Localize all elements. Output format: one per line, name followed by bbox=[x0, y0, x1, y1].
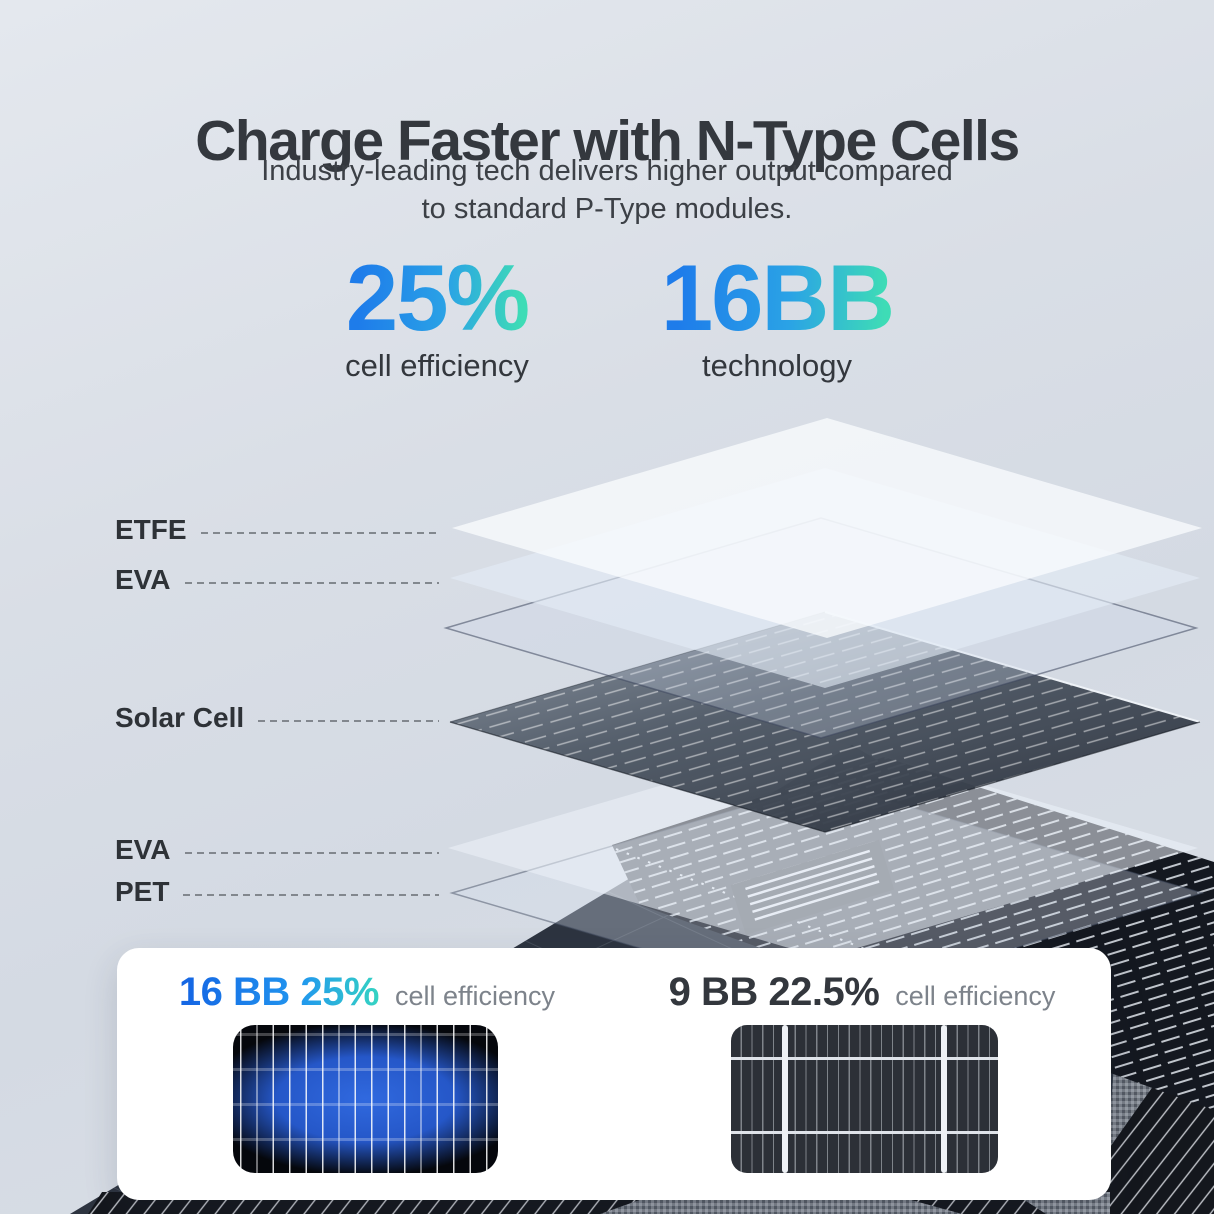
leader-line bbox=[184, 852, 439, 854]
subtitle-line-2: to standard P-Type modules. bbox=[421, 193, 793, 225]
stat-cell-efficiency: 25% cell efficiency bbox=[282, 250, 592, 384]
cell-image-9bb bbox=[731, 1025, 998, 1173]
cell-busbar bbox=[941, 1025, 947, 1173]
stat-label: technology bbox=[702, 348, 852, 383]
cell-gridline bbox=[731, 1057, 998, 1060]
page-subtitle: Industry-leading tech delivers higher ou… bbox=[0, 152, 1214, 228]
cell-image-16bb bbox=[233, 1025, 498, 1173]
right-headline: 9 BB 22.5% bbox=[668, 970, 880, 1014]
label-eva-top: EVA bbox=[115, 562, 439, 598]
layer-solar-cell bbox=[449, 611, 1201, 833]
stat-label: cell efficiency bbox=[345, 348, 529, 383]
layer-name: ETFE bbox=[115, 514, 187, 545]
leader-line bbox=[200, 532, 439, 534]
layer-name: PET bbox=[115, 876, 170, 907]
cell-gridline bbox=[731, 1131, 998, 1134]
stat-value: 16BB bbox=[660, 245, 895, 350]
leader-line bbox=[183, 894, 439, 896]
left-headline: 16 BB 25% bbox=[178, 970, 380, 1014]
label-etfe: ETFE bbox=[115, 512, 439, 548]
comparison-right-heading: 9 BB 22.5% cell efficiency bbox=[637, 970, 1087, 1015]
layer-eva-bottom bbox=[448, 738, 1198, 958]
stat-value: 25% bbox=[345, 245, 530, 350]
leader-line bbox=[184, 582, 439, 584]
subtitle-line-1: Industry-leading tech delivers higher ou… bbox=[261, 155, 953, 187]
stat-technology: 16BB technology bbox=[622, 250, 932, 384]
layer-etfe bbox=[452, 418, 1202, 638]
label-eva-bottom: EVA bbox=[115, 832, 439, 868]
layer-name: EVA bbox=[115, 834, 171, 865]
page-title: Charge Faster with N-Type Cells bbox=[195, 109, 1020, 174]
comparison-left-heading: 16 BB 25% cell efficiency bbox=[147, 970, 587, 1015]
cell-busbar bbox=[782, 1025, 788, 1173]
right-caption: cell efficiency bbox=[895, 981, 1056, 1011]
leader-line bbox=[258, 720, 439, 722]
headline-stats: 25% cell efficiency 16BB technology bbox=[0, 250, 1214, 384]
label-solar-cell: Solar Cell bbox=[115, 700, 439, 736]
label-pet: PET bbox=[115, 874, 439, 910]
comparison-card: 16 BB 25% cell efficiency 9 BB 22.5% cell … bbox=[117, 948, 1111, 1200]
layer-name: Solar Cell bbox=[115, 702, 245, 733]
left-caption: cell efficiency bbox=[394, 981, 556, 1011]
layer-name: EVA bbox=[115, 564, 171, 595]
